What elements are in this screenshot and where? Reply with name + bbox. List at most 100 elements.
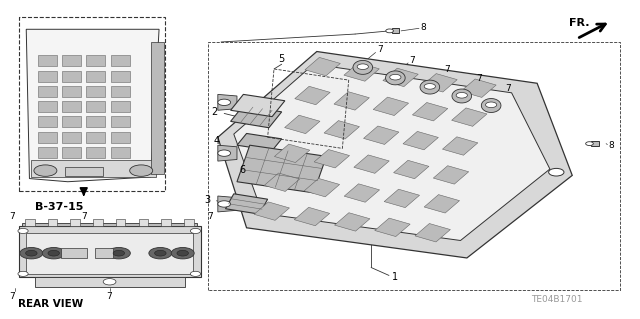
Text: 6: 6	[239, 165, 245, 175]
Bar	[47, 219, 57, 226]
Circle shape	[218, 201, 230, 207]
Polygon shape	[334, 92, 369, 110]
Bar	[62, 101, 81, 112]
Bar	[38, 70, 57, 82]
Polygon shape	[314, 150, 349, 168]
Bar	[62, 86, 81, 97]
Bar	[86, 55, 106, 66]
Text: 5: 5	[278, 55, 285, 64]
Circle shape	[155, 250, 166, 256]
Polygon shape	[324, 121, 360, 139]
Circle shape	[386, 29, 394, 33]
Polygon shape	[234, 64, 550, 241]
Bar	[392, 28, 399, 33]
Circle shape	[26, 250, 37, 256]
Bar	[62, 116, 81, 127]
Circle shape	[586, 142, 593, 145]
Polygon shape	[452, 108, 487, 126]
Bar	[86, 101, 106, 112]
Text: 7: 7	[207, 212, 212, 221]
Polygon shape	[412, 102, 448, 121]
Polygon shape	[335, 213, 370, 231]
Text: 2: 2	[212, 108, 218, 117]
Bar	[111, 70, 130, 82]
Bar	[31, 160, 156, 177]
Polygon shape	[442, 137, 478, 155]
Text: 1: 1	[392, 272, 397, 282]
Bar	[62, 55, 81, 66]
Polygon shape	[218, 51, 572, 258]
Text: 8: 8	[420, 23, 426, 32]
Bar	[111, 116, 130, 127]
Polygon shape	[364, 126, 399, 145]
Polygon shape	[230, 106, 282, 128]
Bar	[111, 101, 130, 112]
Polygon shape	[264, 173, 300, 191]
Circle shape	[177, 250, 188, 256]
Text: 7: 7	[10, 292, 15, 300]
Bar	[38, 147, 57, 158]
Bar	[62, 131, 81, 143]
Circle shape	[190, 228, 200, 234]
Bar	[111, 86, 130, 97]
Bar	[591, 141, 599, 146]
Text: 7: 7	[444, 65, 450, 74]
Polygon shape	[424, 195, 460, 213]
Circle shape	[18, 228, 28, 234]
Polygon shape	[452, 89, 472, 103]
Polygon shape	[218, 94, 237, 110]
Circle shape	[20, 248, 43, 259]
Circle shape	[218, 150, 230, 156]
Polygon shape	[305, 57, 340, 76]
Polygon shape	[275, 144, 310, 162]
Bar	[38, 116, 57, 127]
Text: 7: 7	[410, 56, 415, 65]
Bar	[111, 55, 130, 66]
Circle shape	[172, 248, 194, 259]
Bar	[93, 219, 102, 226]
Polygon shape	[19, 226, 200, 277]
Polygon shape	[354, 155, 389, 173]
Bar	[86, 86, 106, 97]
Bar	[86, 131, 106, 143]
Text: 7: 7	[81, 212, 87, 221]
Polygon shape	[285, 115, 320, 134]
Circle shape	[113, 250, 125, 256]
Text: 7: 7	[476, 74, 481, 83]
Polygon shape	[420, 80, 440, 94]
Polygon shape	[237, 145, 326, 193]
Bar	[95, 249, 113, 258]
Text: REAR VIEW: REAR VIEW	[18, 299, 83, 309]
Polygon shape	[295, 86, 330, 105]
Polygon shape	[230, 94, 285, 117]
Circle shape	[548, 168, 564, 176]
Text: 4: 4	[214, 136, 220, 146]
Polygon shape	[433, 166, 468, 184]
Circle shape	[34, 165, 57, 176]
Polygon shape	[394, 160, 429, 179]
Text: 7: 7	[505, 84, 511, 93]
Polygon shape	[344, 63, 380, 81]
Polygon shape	[294, 207, 330, 226]
Text: 8: 8	[609, 141, 614, 150]
Bar	[38, 86, 57, 97]
Circle shape	[486, 102, 497, 108]
Polygon shape	[218, 145, 237, 161]
Polygon shape	[304, 178, 340, 197]
Polygon shape	[385, 71, 405, 85]
Circle shape	[390, 74, 401, 80]
Text: 7: 7	[10, 212, 15, 221]
Bar	[70, 219, 80, 226]
Bar	[86, 116, 106, 127]
Circle shape	[108, 248, 131, 259]
Bar	[138, 219, 148, 226]
Bar	[25, 219, 35, 226]
Circle shape	[190, 271, 200, 276]
Text: FR.: FR.	[569, 18, 589, 28]
Polygon shape	[353, 60, 372, 74]
Bar	[62, 147, 81, 158]
Polygon shape	[35, 277, 184, 286]
Bar	[61, 249, 87, 258]
Bar	[38, 55, 57, 66]
Polygon shape	[344, 184, 380, 202]
